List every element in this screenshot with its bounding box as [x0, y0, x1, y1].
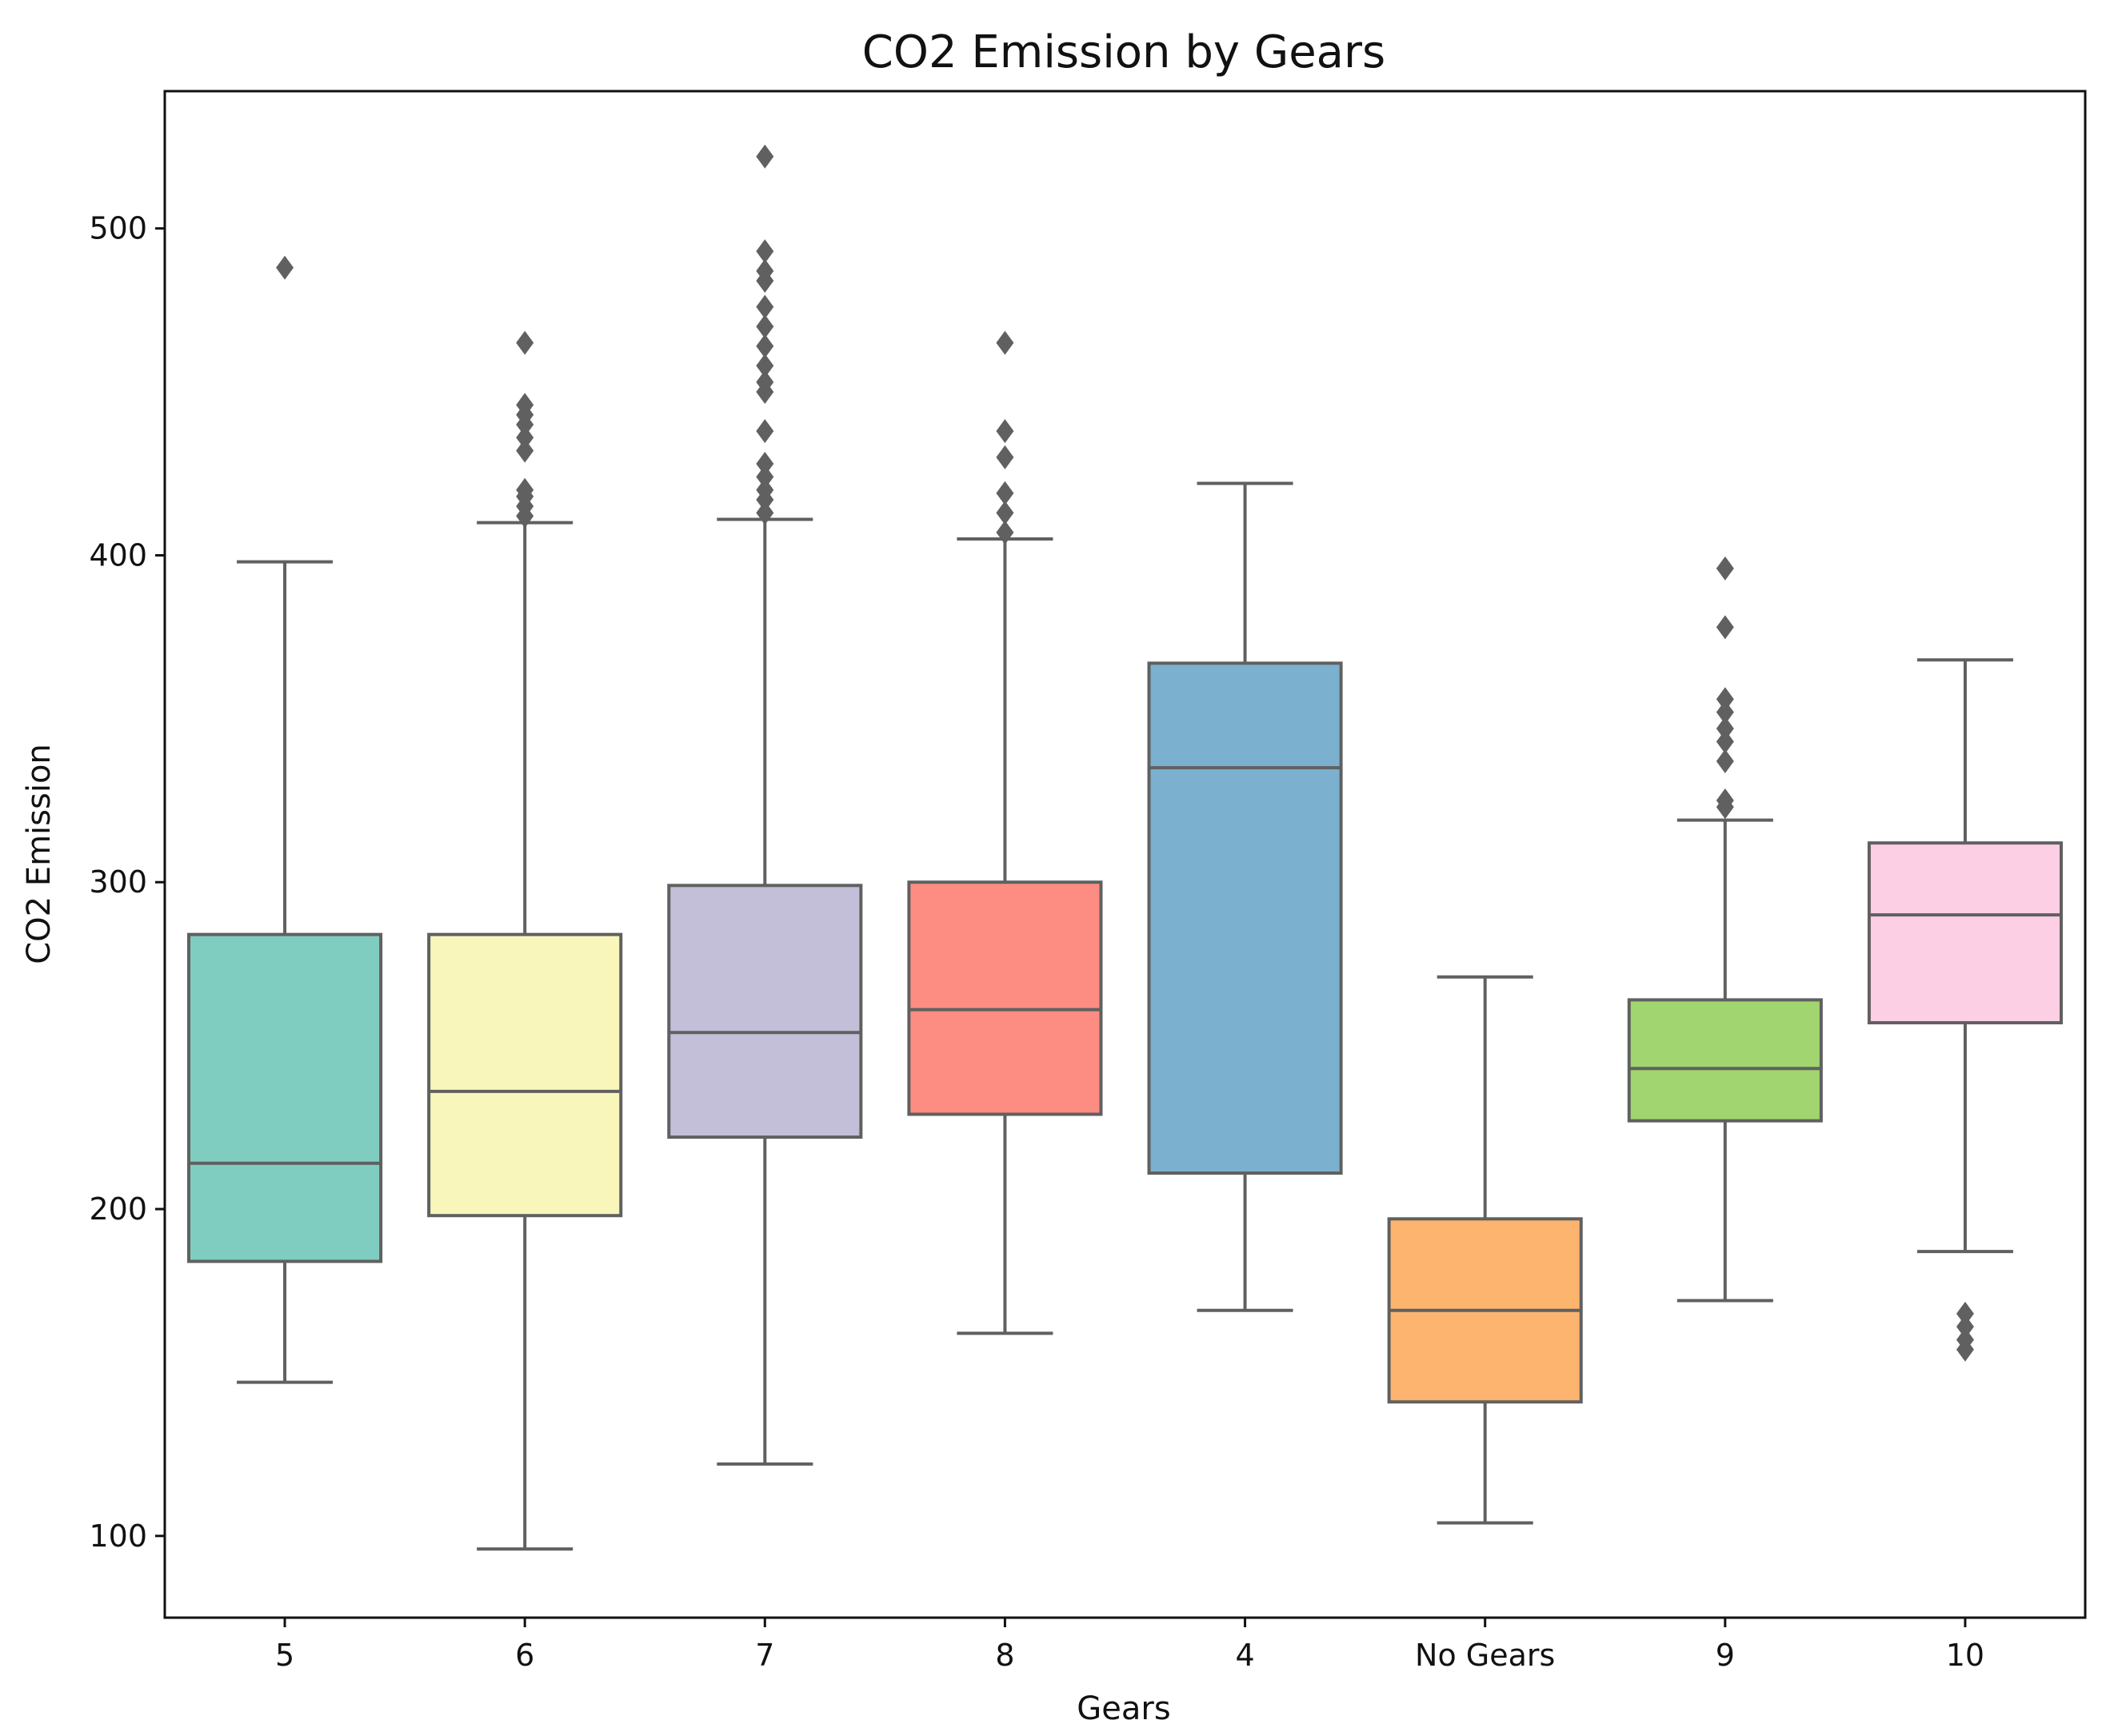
plot-area-frame — [163, 90, 2087, 1619]
boxes-layer — [187, 144, 2063, 1551]
outlier-point — [1956, 1315, 1974, 1339]
x-tick-label: 9 — [1716, 1638, 1735, 1673]
box-iqr — [1867, 841, 2063, 1025]
outlier-point — [1716, 687, 1734, 712]
box-iqr — [907, 880, 1103, 1116]
x-tick-label: 7 — [755, 1638, 774, 1673]
y-tick-label: 400 — [89, 537, 147, 573]
box-group-7 — [667, 144, 863, 1466]
x-tick-label: 8 — [995, 1638, 1014, 1673]
outlier-point — [516, 393, 534, 417]
box-group-9 — [1627, 556, 1823, 1303]
outlier-point — [756, 333, 774, 358]
outlier-point — [996, 419, 1014, 444]
box-group-5 — [187, 255, 383, 1384]
chart-title: CO2 Emission by Gears — [862, 26, 1385, 78]
outlier-point — [1956, 1301, 1974, 1326]
outlier-point — [516, 438, 534, 463]
x-tick-label: 6 — [515, 1638, 534, 1673]
outlier-point — [1716, 716, 1734, 741]
outlier-point — [756, 239, 774, 264]
box-iqr — [427, 932, 623, 1218]
x-tick-label: 4 — [1235, 1638, 1254, 1673]
box-iqr — [1147, 661, 1343, 1175]
y-tick-label: 300 — [89, 864, 147, 900]
x-axis: 5 6 7 8 4 No Gears 9 10 — [275, 1618, 1984, 1673]
outlier-point — [996, 520, 1014, 545]
x-axis-label: Gears — [1077, 1690, 1170, 1727]
outlier-point — [516, 425, 534, 450]
y-tick-label: 500 — [89, 211, 147, 246]
outlier-point — [516, 477, 534, 502]
outlier-point — [276, 255, 294, 280]
outlier-point — [1716, 556, 1734, 581]
box-iqr — [1627, 998, 1823, 1123]
outlier-point — [996, 330, 1014, 355]
outlier-point — [756, 314, 774, 339]
outlier-point — [516, 330, 534, 355]
x-tick-label: 10 — [1946, 1638, 1984, 1673]
outlier-point — [756, 501, 774, 525]
outlier-point — [996, 481, 1014, 505]
box-iqr — [667, 884, 863, 1139]
x-tick-label: No Gears — [1415, 1638, 1555, 1673]
outlier-point — [1716, 615, 1734, 640]
outlier-point — [1716, 700, 1734, 724]
outlier-point — [756, 477, 774, 502]
outlier-point — [1956, 1327, 1974, 1352]
outlier-point — [756, 452, 774, 477]
outlier-point — [756, 465, 774, 489]
box-group-no-gears — [1387, 975, 1583, 1525]
outlier-point — [756, 144, 774, 169]
box-iqr — [187, 932, 383, 1263]
outlier-point — [756, 369, 774, 394]
outlier-point — [756, 419, 774, 444]
outlier-point — [1716, 748, 1734, 773]
box-group-6 — [427, 330, 623, 1551]
y-axis: 100 200 300 400 500 — [89, 211, 165, 1554]
outlier-point — [996, 445, 1014, 469]
y-axis-label: CO2 Emission — [21, 744, 58, 964]
y-tick-label: 200 — [89, 1191, 147, 1227]
outlier-point — [756, 294, 774, 319]
y-tick-label: 100 — [89, 1519, 147, 1554]
outlier-point — [756, 353, 774, 378]
box-group-10 — [1867, 658, 2063, 1362]
outlier-point — [1716, 788, 1734, 813]
box-group-4 — [1147, 481, 1343, 1312]
outlier-point — [756, 258, 774, 283]
box-group-8 — [907, 330, 1103, 1335]
outlier-point — [996, 501, 1014, 525]
outlier-point — [1716, 729, 1734, 754]
x-tick-label: 5 — [275, 1638, 294, 1673]
